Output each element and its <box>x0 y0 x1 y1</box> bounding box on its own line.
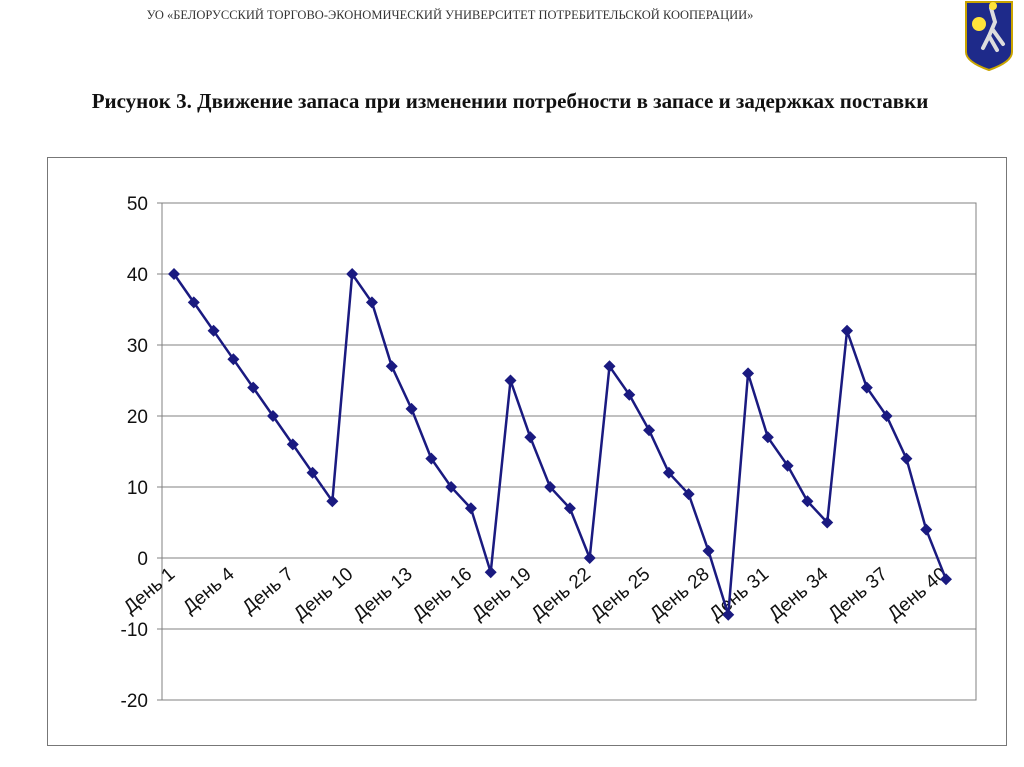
institution-header: УО «БЕЛОРУССКИЙ ТОРГОВО-ЭКОНОМИЧЕСКИЙ УН… <box>146 8 754 22</box>
y-tick-label: 40 <box>127 265 148 286</box>
data-point <box>603 360 616 373</box>
y-tick-label: 30 <box>127 336 148 357</box>
data-point <box>524 431 537 444</box>
data-point <box>761 431 774 444</box>
y-tick-label: -10 <box>121 620 148 641</box>
data-point <box>742 367 755 380</box>
data-point <box>682 488 695 501</box>
y-tick-label: 0 <box>137 549 148 570</box>
data-point <box>781 459 794 472</box>
data-point <box>900 452 913 465</box>
data-point <box>662 466 675 479</box>
data-point <box>405 402 418 415</box>
data-point <box>445 481 458 493</box>
data-point <box>306 466 319 479</box>
plot-area <box>161 202 977 701</box>
data-point <box>544 481 557 493</box>
figure-number: Рисунок 3. <box>91 89 192 113</box>
y-tick-label: 20 <box>127 407 148 428</box>
data-point <box>247 381 260 394</box>
data-point <box>385 360 398 373</box>
data-point <box>940 573 952 586</box>
data-point <box>346 268 359 280</box>
y-tick-label: 50 <box>127 194 148 215</box>
data-point <box>168 268 180 280</box>
y-tick-label: -20 <box>121 691 148 712</box>
data-point <box>365 296 378 309</box>
data-point <box>801 495 814 508</box>
data-point <box>207 324 220 337</box>
data-point <box>227 353 240 366</box>
data-point <box>583 552 596 564</box>
university-coat-of-arms-icon <box>965 1 1013 72</box>
data-point <box>722 608 735 621</box>
data-point <box>860 381 873 394</box>
data-point <box>484 566 497 579</box>
data-point <box>326 495 339 508</box>
data-point <box>425 452 438 465</box>
data-point <box>563 502 576 515</box>
data-point <box>464 502 477 515</box>
data-point <box>821 516 834 529</box>
data-point <box>880 410 893 422</box>
data-point <box>266 410 279 422</box>
data-point <box>187 296 200 309</box>
data-point <box>643 424 656 437</box>
figure-title: Рисунок 3. Движение запаса при изменении… <box>40 86 980 116</box>
y-tick-label: 10 <box>127 478 148 499</box>
data-point <box>286 438 299 451</box>
series-line <box>172 270 948 616</box>
data-point <box>623 388 636 401</box>
figure-caption: Движение запаса при изменении потребност… <box>197 89 929 113</box>
data-point <box>504 374 517 387</box>
data-point <box>920 523 933 536</box>
data-point <box>841 324 854 337</box>
chart-frame <box>47 157 1007 746</box>
data-point <box>702 544 715 557</box>
